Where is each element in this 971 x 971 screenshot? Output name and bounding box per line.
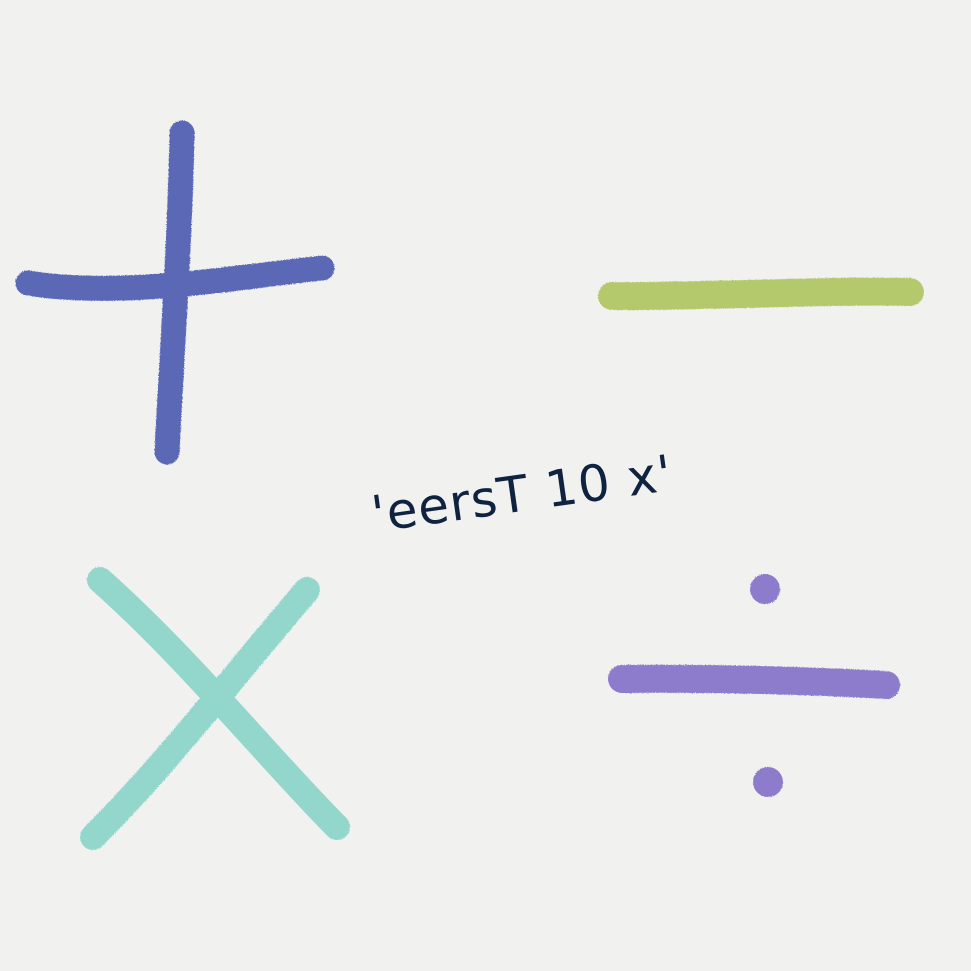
- minus-icon: [598, 277, 924, 311]
- divide-dot-bottom: [753, 767, 783, 797]
- times-icon: [80, 567, 350, 850]
- plus-vertical-stroke: [154, 120, 195, 465]
- divide-icon: [608, 664, 900, 699]
- minus-stroke: [598, 277, 924, 311]
- divide-bar: [608, 664, 900, 699]
- plus-icon: [15, 120, 335, 465]
- times-stroke-b: [80, 577, 320, 850]
- times-stroke-a: [87, 567, 350, 840]
- divide-dot-top: [750, 574, 780, 604]
